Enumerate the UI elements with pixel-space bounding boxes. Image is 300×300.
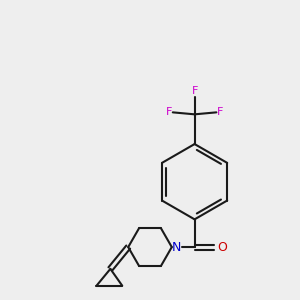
Text: F: F xyxy=(218,107,224,117)
Text: O: O xyxy=(218,241,227,254)
Text: F: F xyxy=(191,85,198,95)
Text: N: N xyxy=(172,241,182,254)
Text: F: F xyxy=(165,107,172,117)
